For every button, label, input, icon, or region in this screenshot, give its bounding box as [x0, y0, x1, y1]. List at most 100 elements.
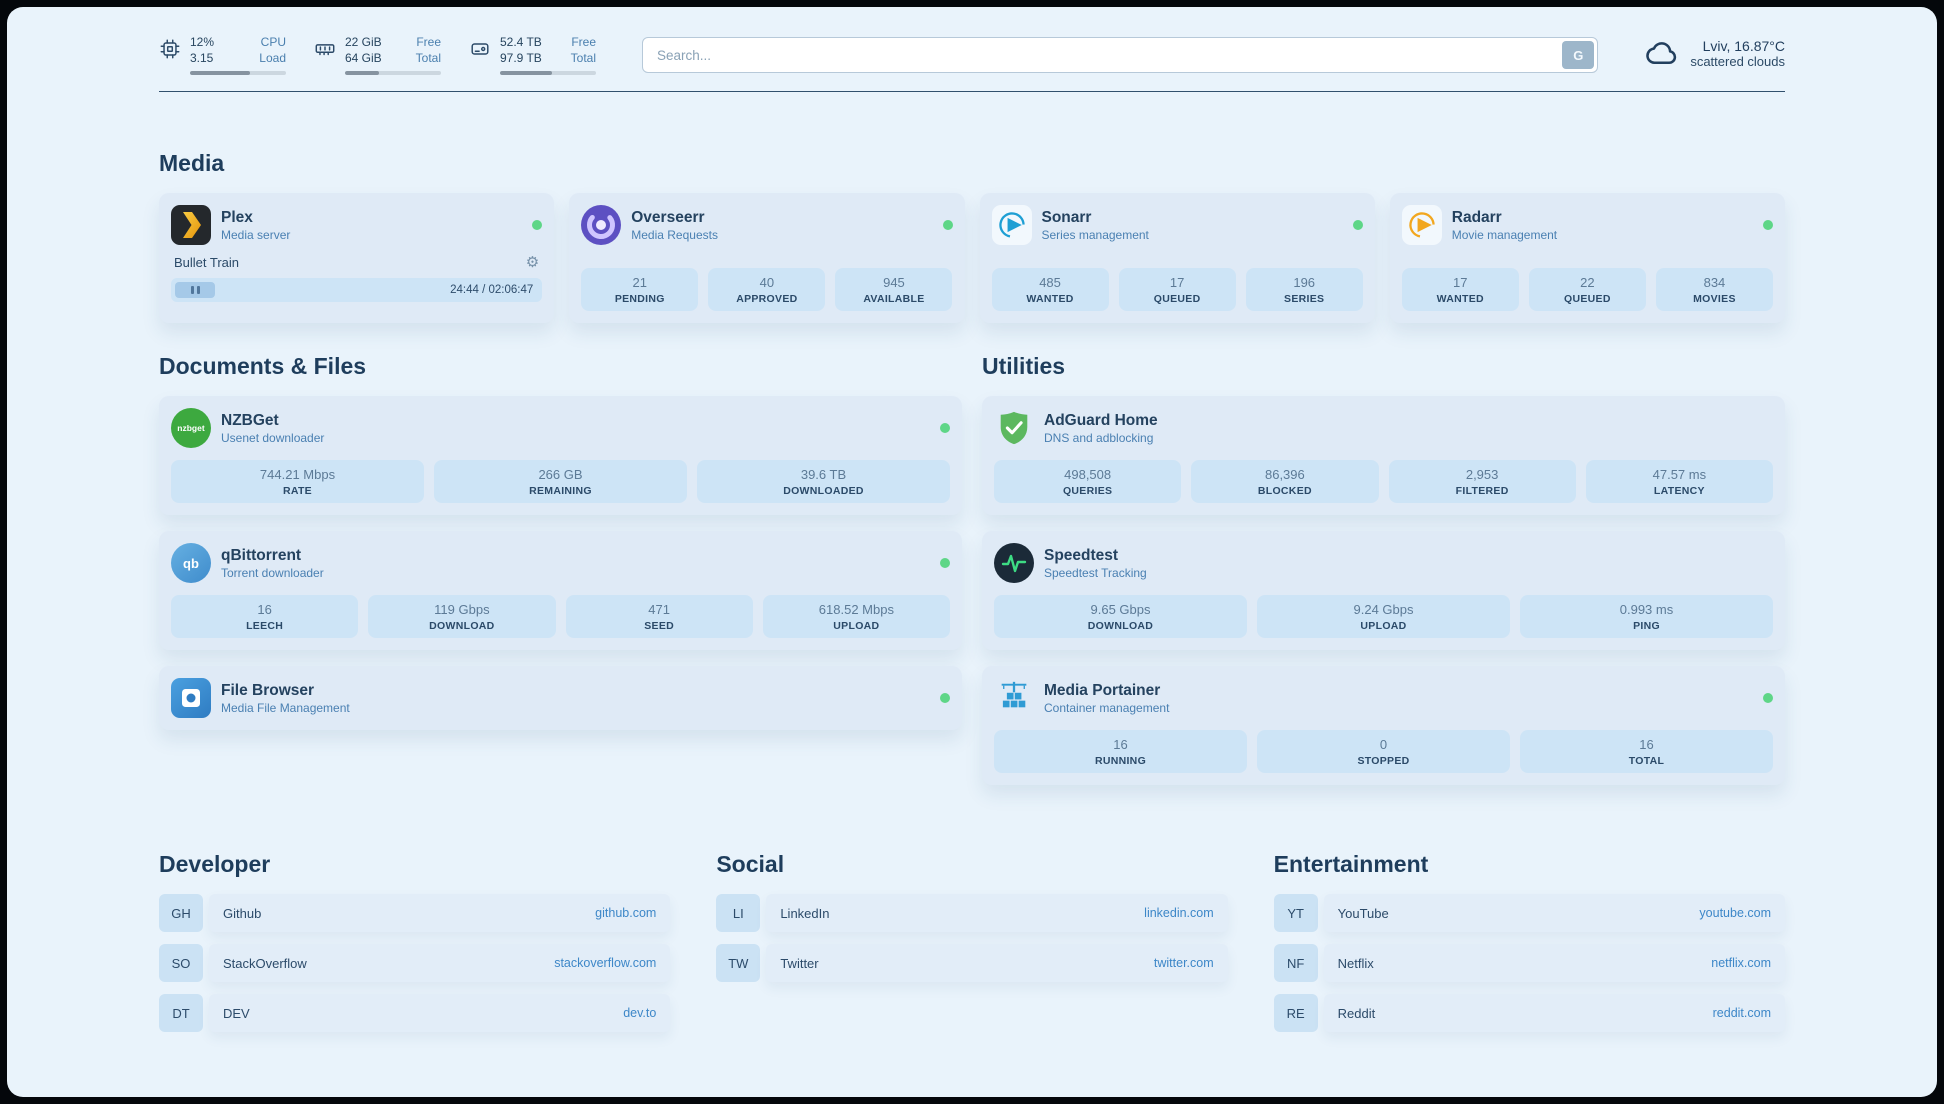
- app-subtitle: DNS and adblocking: [1044, 430, 1154, 445]
- app-name: File Browser: [221, 681, 315, 699]
- bookmark-url[interactable]: dev.to: [623, 1006, 657, 1021]
- app-subtitle: Torrent downloader: [221, 565, 324, 580]
- nzbget-card[interactable]: nzbget NZBGet Usenet downloader 744.21 M…: [159, 396, 962, 516]
- app-subtitle: Series management: [1041, 227, 1149, 242]
- stat-remaining: 266 GB REMAINING: [434, 460, 687, 504]
- media-card-grid: Plex Media server Bullet Train ⚙ 24:44 /…: [159, 193, 1785, 324]
- status-dot: [942, 220, 953, 231]
- cpu-progress-bar: [190, 71, 286, 76]
- section-title-media: Media: [159, 150, 225, 177]
- adguard-card[interactable]: AdGuard Home DNS and adblocking 498,508 Q…: [982, 396, 1785, 516]
- app-name: Plex: [221, 208, 253, 226]
- stat-queued: 22 QUEUED: [1528, 268, 1646, 312]
- portainer-icon: [994, 678, 1034, 718]
- bookmark-stackoverflow[interactable]: SO StackOverflow stackoverflow.com: [159, 944, 671, 983]
- app-name: qBittorrent: [221, 546, 302, 564]
- stat-rate: 744.21 Mbps RATE: [171, 460, 424, 504]
- app-name: Overseerr: [631, 208, 705, 226]
- bookmark-abbr: DT: [159, 994, 203, 1033]
- section-title-documents: Documents & Files: [159, 353, 367, 380]
- plex-icon: [171, 205, 211, 246]
- stat-upload: 9.24 Gbps UPLOAD: [1257, 595, 1510, 639]
- adguard-icon: [994, 408, 1034, 448]
- bookmark-twitter[interactable]: TW Twitter twitter.com: [716, 944, 1228, 983]
- stat-wanted: 17 WANTED: [1401, 268, 1519, 312]
- plex-card[interactable]: Plex Media server Bullet Train ⚙ 24:44 /…: [159, 193, 555, 324]
- qbittorrent-icon: qb: [171, 543, 211, 584]
- memory-total-value: 64 GiB: [345, 50, 382, 65]
- bookmark-url[interactable]: twitter.com: [1153, 956, 1214, 971]
- cpu-load-value: 3.15: [190, 50, 214, 65]
- disk-icon: [471, 43, 489, 55]
- status-dot: [940, 423, 950, 434]
- stat-download: 119 Gbps DOWNLOAD: [368, 595, 556, 639]
- bookmark-url[interactable]: youtube.com: [1699, 906, 1771, 921]
- pause-icon: [175, 282, 215, 299]
- speedtest-icon: [994, 543, 1034, 584]
- status-dot: [1763, 693, 1773, 704]
- overseerr-icon: [581, 205, 622, 246]
- bookmark-linkedin[interactable]: LI LinkedIn linkedin.com: [716, 894, 1228, 933]
- stat-downloaded: 39.6 TB DOWNLOADED: [697, 460, 950, 504]
- stat-stopped: 0 STOPPED: [1257, 730, 1510, 774]
- bookmark-dev[interactable]: DT DEV dev.to: [159, 994, 671, 1033]
- app-subtitle: Media server: [221, 227, 291, 242]
- bookmark-url[interactable]: netflix.com: [1711, 956, 1771, 971]
- bookmark-url[interactable]: github.com: [595, 906, 657, 921]
- section-title-utilities: Utilities: [982, 353, 1066, 380]
- disk-widget: 52.4 TB Free 97.9 TB Total: [469, 35, 596, 76]
- settings-gear-icon[interactable]: ⚙: [525, 254, 540, 272]
- status-dot: [1352, 220, 1363, 231]
- section-title-entertainment: Entertainment: [1273, 851, 1429, 878]
- playback-progress-bar: 24:44 / 02:06:47: [171, 278, 543, 303]
- bookmark-label: Github: [223, 905, 262, 921]
- stat-download: 9.65 Gbps DOWNLOAD: [994, 595, 1247, 639]
- bookmark-github[interactable]: GH Github github.com: [159, 894, 671, 933]
- playback-time: 24:44 / 02:06:47: [450, 284, 534, 297]
- bookmark-url[interactable]: stackoverflow.com: [554, 956, 657, 971]
- app-subtitle: Container management: [1044, 700, 1170, 715]
- bookmark-label: Twitter: [780, 955, 819, 971]
- bookmark-netflix[interactable]: NF Netflix netflix.com: [1273, 944, 1785, 983]
- sonarr-card[interactable]: Sonarr Series management 485 WANTED 17 QUE…: [979, 193, 1375, 324]
- app-subtitle: Movie management: [1451, 227, 1558, 242]
- search-input[interactable]: [642, 37, 1599, 73]
- radarr-icon: [1401, 205, 1442, 246]
- bookmark-url[interactable]: linkedin.com: [1144, 906, 1214, 921]
- search-provider-button[interactable]: G: [1562, 41, 1595, 69]
- app-name: Media Portainer: [1044, 681, 1161, 699]
- stat-total: 16 TOTAL: [1520, 730, 1773, 774]
- status-dot: [940, 693, 950, 704]
- stat-series: 196 SERIES: [1245, 268, 1363, 312]
- top-bar: 12% CPU 3.15 Load 22 GiB Free 64 GiB Total 5…: [159, 35, 1785, 76]
- memory-progress-bar: [345, 71, 441, 76]
- bookmark-url[interactable]: reddit.com: [1712, 1006, 1771, 1021]
- disk-progress-bar: [500, 71, 596, 76]
- bookmark-reddit[interactable]: RE Reddit reddit.com: [1273, 994, 1785, 1033]
- bookmark-abbr: YT: [1273, 894, 1318, 933]
- stat-queued: 17 QUEUED: [1118, 268, 1236, 312]
- bookmark-group-developer: Developer GH Github github.com SO StackOv…: [159, 851, 671, 1044]
- overseerr-card[interactable]: Overseerr Media Requests 21 PENDING 40 APP…: [569, 193, 965, 324]
- bookmark-youtube[interactable]: YT YouTube youtube.com: [1273, 894, 1785, 933]
- portainer-card[interactable]: Media Portainer Container management 16 R…: [982, 666, 1785, 786]
- radarr-card[interactable]: Radarr Movie management 17 WANTED 22 QUEUE…: [1389, 193, 1785, 324]
- qbittorrent-card[interactable]: qb qBittorrent Torrent downloader 16 LEEC…: [159, 531, 962, 651]
- memory-icon: [315, 44, 335, 56]
- bookmark-label: Netflix: [1337, 955, 1374, 971]
- bookmark-group-entertainment: Entertainment YT YouTube youtube.com NF N…: [1273, 851, 1785, 1044]
- bookmark-abbr: TW: [716, 944, 761, 983]
- stat-filtered: 2,953 FILTERED: [1388, 460, 1576, 504]
- filebrowser-card[interactable]: File Browser Media File Management: [159, 666, 962, 731]
- app-name: Radarr: [1451, 208, 1502, 226]
- weather-widget: Lviv, 16.87°C scattered clouds: [1644, 35, 1785, 71]
- speedtest-card[interactable]: Speedtest Speedtest Tracking 9.65 Gbps DO…: [982, 531, 1785, 651]
- cloud-icon: [1646, 42, 1677, 65]
- app-subtitle: Media Requests: [631, 227, 718, 242]
- disk-total-value: 97.9 TB: [500, 50, 542, 65]
- stat-seed: 471 SEED: [565, 595, 753, 639]
- bookmark-label: LinkedIn: [780, 905, 830, 921]
- section-title-developer: Developer: [159, 851, 271, 878]
- status-dot: [1763, 220, 1773, 231]
- cpu-label-line1: CPU: [260, 35, 286, 49]
